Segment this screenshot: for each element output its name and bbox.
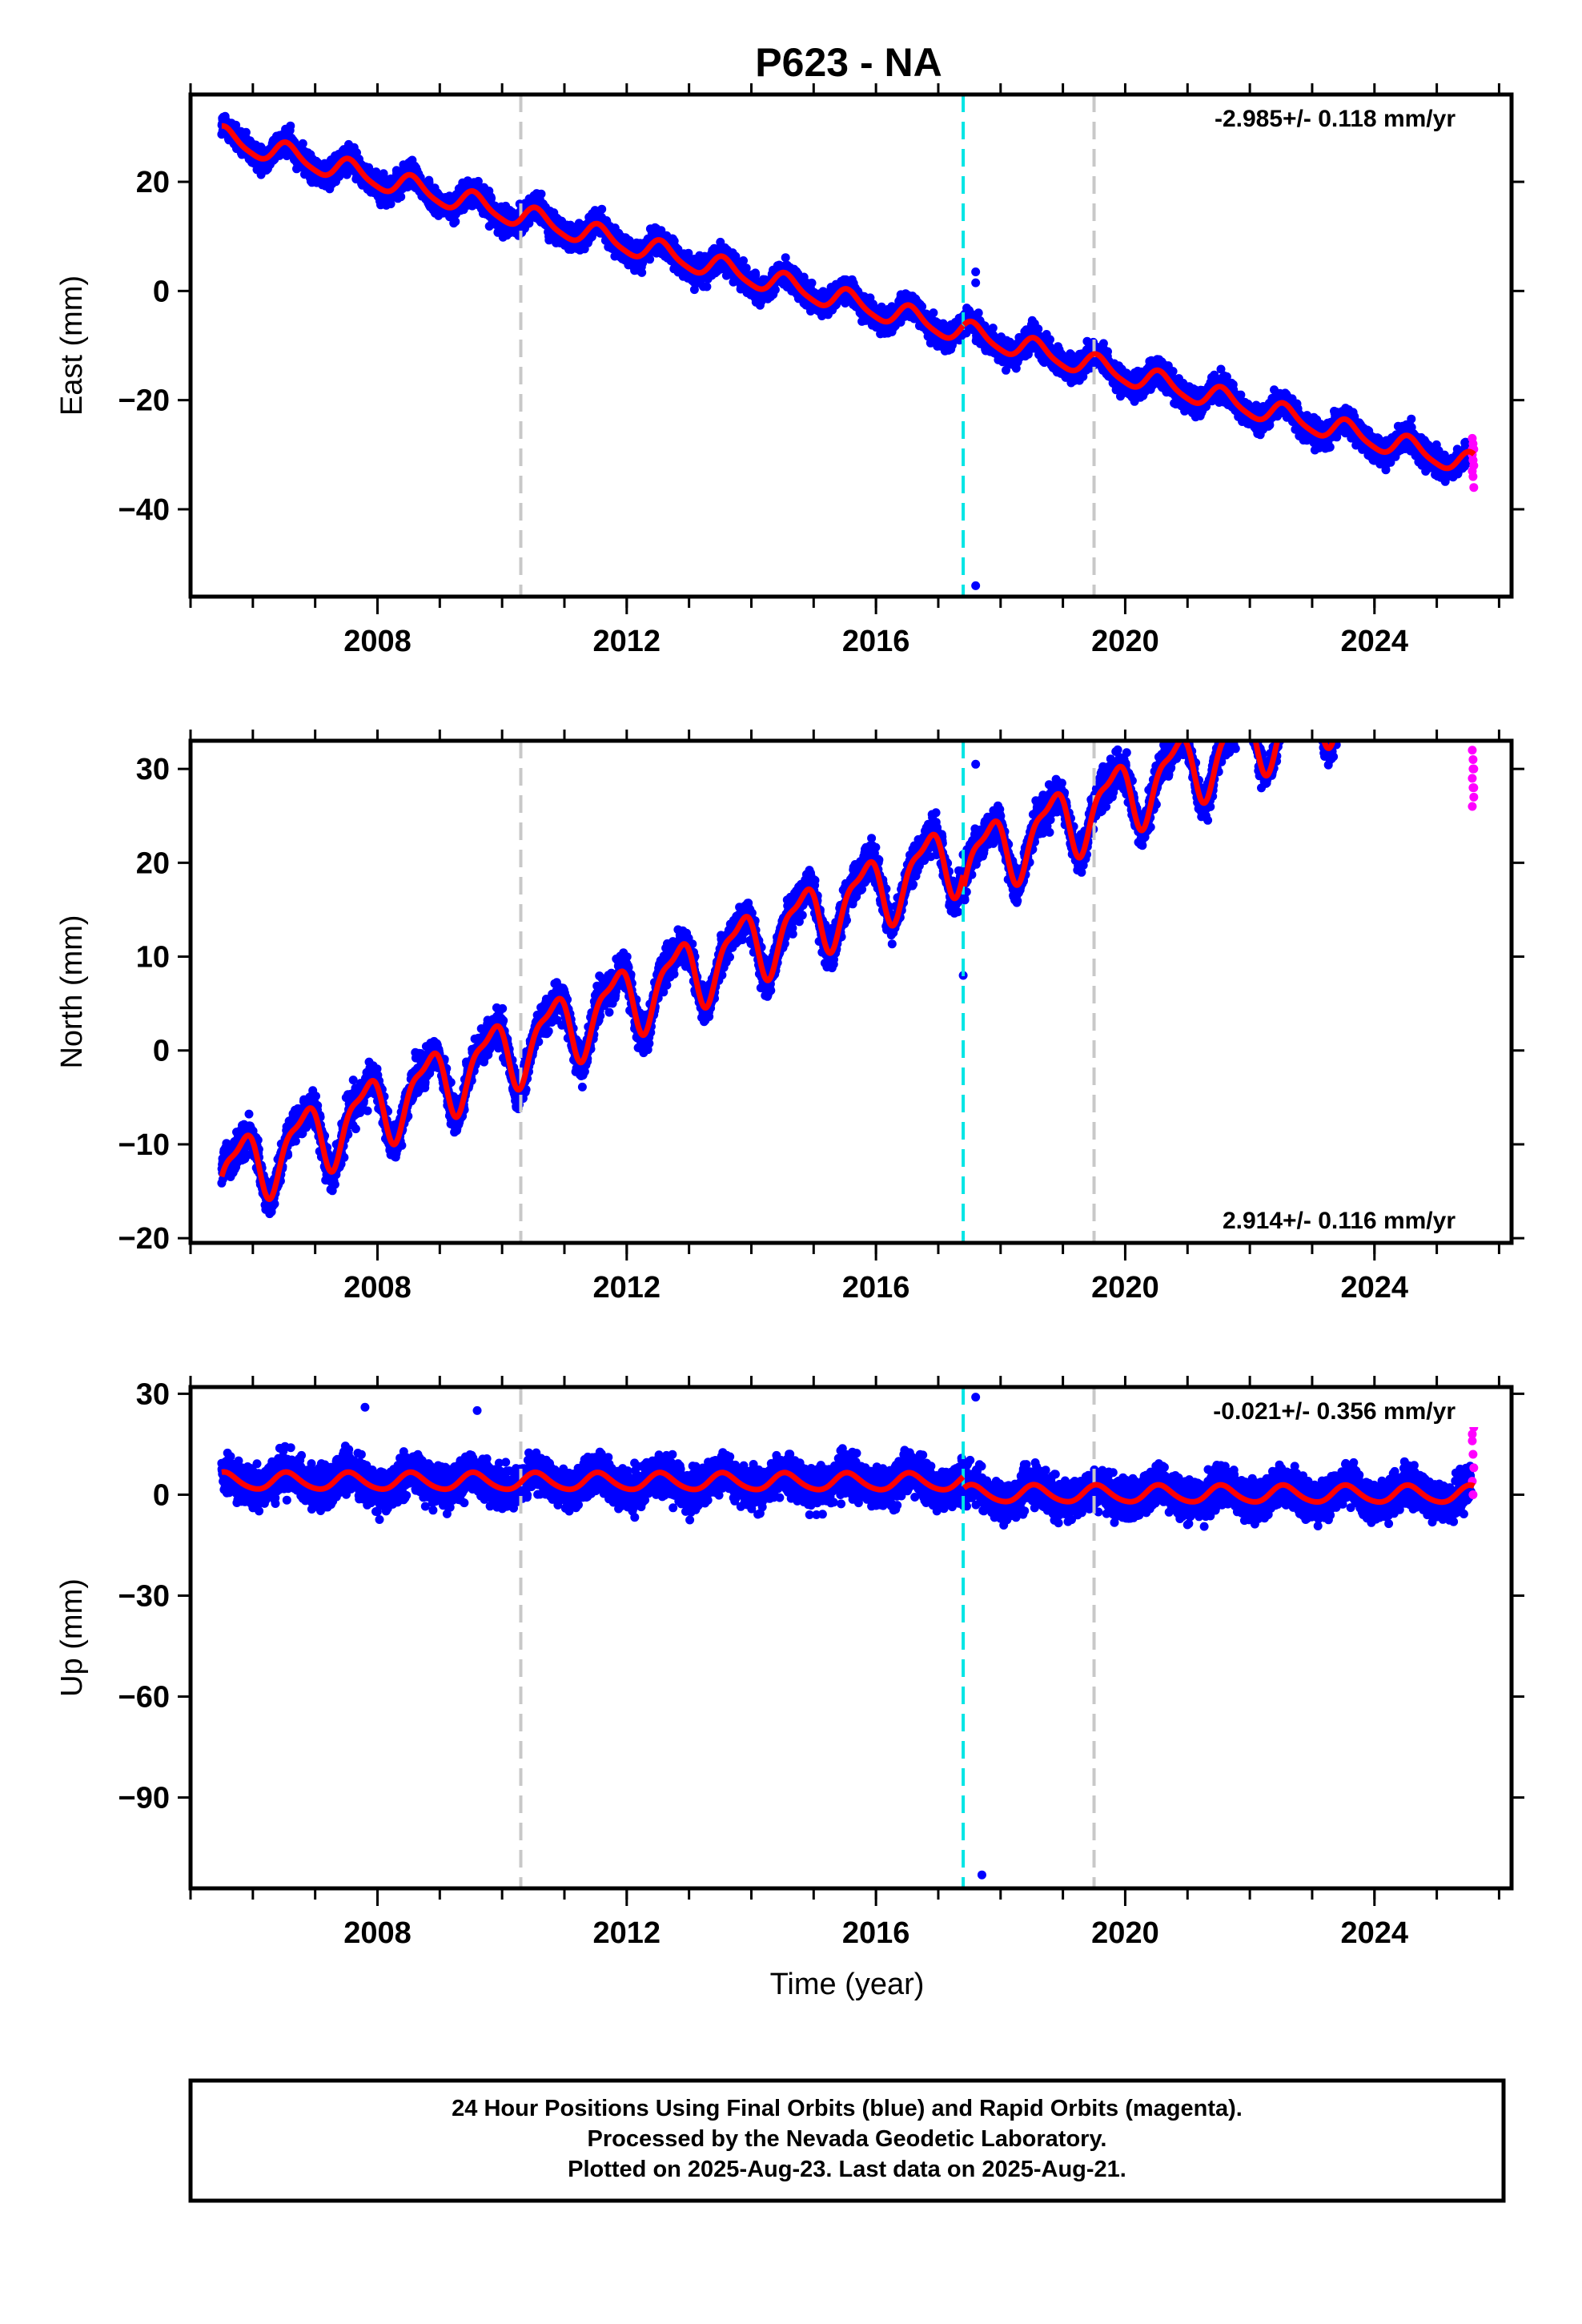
rate-label-bg (1183, 101, 1497, 135)
x-axis-label: Time (year) (770, 1968, 925, 2001)
x-tick-label: 2024 (1341, 1271, 1409, 1305)
x-tick-label: 2016 (842, 1271, 910, 1305)
plot-frame (188, 92, 1514, 599)
x-tick-label: 2016 (842, 625, 910, 658)
final-orbit-points (217, 1441, 1476, 1531)
x-tick-label: 2020 (1091, 1916, 1159, 1950)
y-tick-label: 0 (153, 1478, 170, 1512)
outlier-point-3 (472, 1405, 482, 1415)
plot-frame (188, 738, 1514, 1245)
outlier-point-0 (971, 759, 981, 769)
y-tick-label: −30 (118, 1579, 170, 1613)
rapid-orbit-point-7 (1468, 1490, 1478, 1499)
x-tick-label: 2008 (343, 625, 412, 658)
y-tick-label: −60 (118, 1681, 170, 1715)
velocity-rate-label: 2.914+/- 0.116 mm/yr (1223, 1208, 1456, 1234)
y-tick-label: 30 (136, 753, 170, 786)
velocity-rate-label: -2.985+/- 0.118 mm/yr (1215, 106, 1456, 132)
y-axis-label: Up (mm) (55, 1578, 89, 1697)
x-tick-label: 2012 (593, 1916, 661, 1950)
y-tick-label: −90 (118, 1782, 170, 1815)
rate-label-bg (1183, 1393, 1497, 1427)
rapid-orbit-point-9 (1468, 1429, 1477, 1439)
y-tick-label: 0 (153, 1035, 170, 1068)
model-fit-line (219, 123, 1476, 472)
y-tick-label: 30 (136, 1377, 170, 1411)
y-tick-label: 10 (136, 941, 170, 975)
x-tick-label: 2012 (593, 625, 661, 658)
rapid-orbit-point-8 (1469, 783, 1479, 793)
outlier-point-2 (971, 581, 981, 590)
outlier-point-1 (977, 1870, 986, 1880)
outlier-point-0 (971, 1393, 981, 1402)
outlier-point-1 (971, 278, 981, 287)
outlier-point-0 (971, 267, 981, 276)
up-panel: 2008 2012 2016 2020 2024 30 0 −30 −60 −90 Up (mm) -… (55, 1376, 1524, 1950)
velocity-rate-label: -0.021+/- 0.356 mm/yr (1213, 1398, 1456, 1425)
y-tick-label: 20 (136, 166, 170, 199)
rapid-orbit-point-7 (1468, 472, 1478, 481)
east-panel: 2008 2012 2016 2020 2024 20 0 −20 −40 East (mm) -2… (55, 83, 1524, 658)
y-tick-label: 20 (136, 846, 170, 880)
plot-area (217, 741, 1479, 1243)
plot-frame (188, 1385, 1514, 1891)
model-fit-line (219, 741, 1336, 1202)
footer-line-3: Plotted on 2025-Aug-23. Last data on 202… (568, 2157, 1126, 2182)
y-axis-label: East (mm) (55, 275, 89, 416)
plot-area (217, 1387, 1479, 1888)
rapid-orbit-point-7 (1468, 764, 1478, 774)
y-tick-label: −40 (118, 493, 170, 527)
rapid-orbit-point-4 (1468, 1449, 1478, 1459)
y-axis-label: North (mm) (55, 915, 89, 1068)
y-tick-label: −20 (118, 1222, 170, 1256)
x-tick-label: 2024 (1341, 1916, 1409, 1950)
x-tick-label: 2008 (343, 1271, 412, 1305)
footer-box: 24 Hour Positions Using Final Orbits (bl… (188, 2078, 1506, 2203)
x-tick-label: 2020 (1091, 1271, 1159, 1305)
y-tick-label: −20 (118, 384, 170, 418)
rapid-orbit-point-3 (1468, 774, 1477, 783)
chart-title: P623 - NA (755, 40, 942, 85)
y-tick-label: 0 (153, 275, 170, 308)
rapid-orbit-point-5 (1469, 1463, 1479, 1473)
y-tick-label: −10 (118, 1128, 170, 1162)
rapid-orbit-point-8 (1469, 483, 1479, 493)
final-orbit-points (217, 741, 1399, 1219)
rapid-orbit-point-3 (1468, 1436, 1477, 1445)
rate-label-bg (1183, 1203, 1497, 1236)
x-tick-label: 2020 (1091, 625, 1159, 658)
rapid-orbit-point-0 (1468, 746, 1477, 755)
rapid-orbit-point-5 (1469, 792, 1479, 802)
x-tick-label: 2012 (593, 1271, 661, 1305)
rapid-orbit-point-10 (1468, 456, 1478, 465)
x-tick-label: 2008 (343, 1916, 412, 1950)
rapid-orbit-point-1 (1468, 754, 1478, 764)
outlier-point-2 (360, 1402, 370, 1412)
model-fit-line (219, 1469, 1476, 1506)
north-panel: 2008 2012 2016 2020 2024 30 20 10 0 −10 −20 North (… (55, 730, 1524, 1305)
footer-line-1: 24 Hour Positions Using Final Orbits (bl… (452, 2096, 1243, 2121)
rapid-orbit-point-6 (1468, 802, 1477, 811)
x-tick-label: 2016 (842, 1916, 910, 1950)
plot-area (217, 94, 1479, 597)
x-tick-label: 2024 (1341, 625, 1409, 658)
footer-line-2: Processed by the Nevada Geodetic Laborat… (588, 2126, 1107, 2152)
